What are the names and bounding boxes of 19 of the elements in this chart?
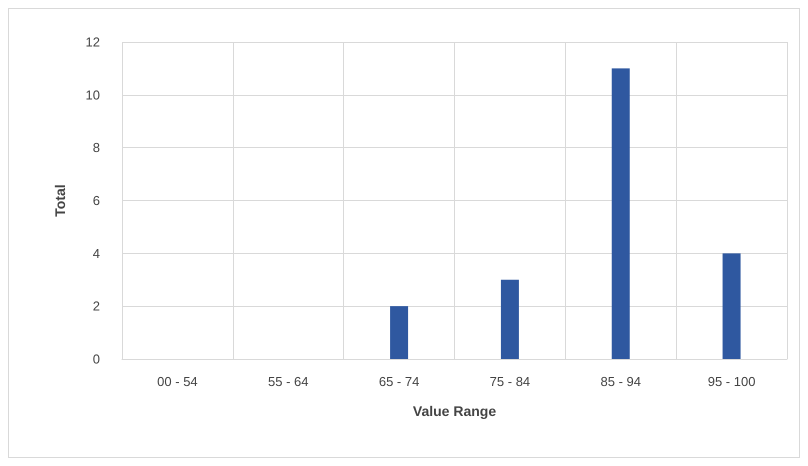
y-tick-label: 2	[92, 298, 100, 314]
y-tick-label: 12	[86, 34, 100, 50]
bar	[500, 280, 519, 359]
bar	[722, 253, 741, 359]
x-tick-label: 65 - 74	[378, 374, 420, 389]
x-tick-label: 00 - 54	[157, 374, 198, 389]
x-tick-label: 55 - 64	[268, 374, 308, 389]
y-axis-title: Total	[52, 184, 68, 217]
y-tick-label: 6	[92, 193, 100, 208]
x-axis-title: Value Range	[412, 403, 496, 419]
bar	[612, 68, 630, 359]
x-tick-label: 75 - 84	[490, 374, 530, 389]
y-tick-label: 4	[92, 246, 100, 261]
y-tick-label: 8	[92, 140, 100, 156]
bar	[390, 306, 408, 359]
y-tick-label: 10	[86, 87, 100, 102]
x-tick-label: 95 - 100	[708, 374, 756, 389]
x-tick-label: 85 - 94	[600, 374, 641, 389]
y-tick-label: 0	[92, 352, 100, 366]
